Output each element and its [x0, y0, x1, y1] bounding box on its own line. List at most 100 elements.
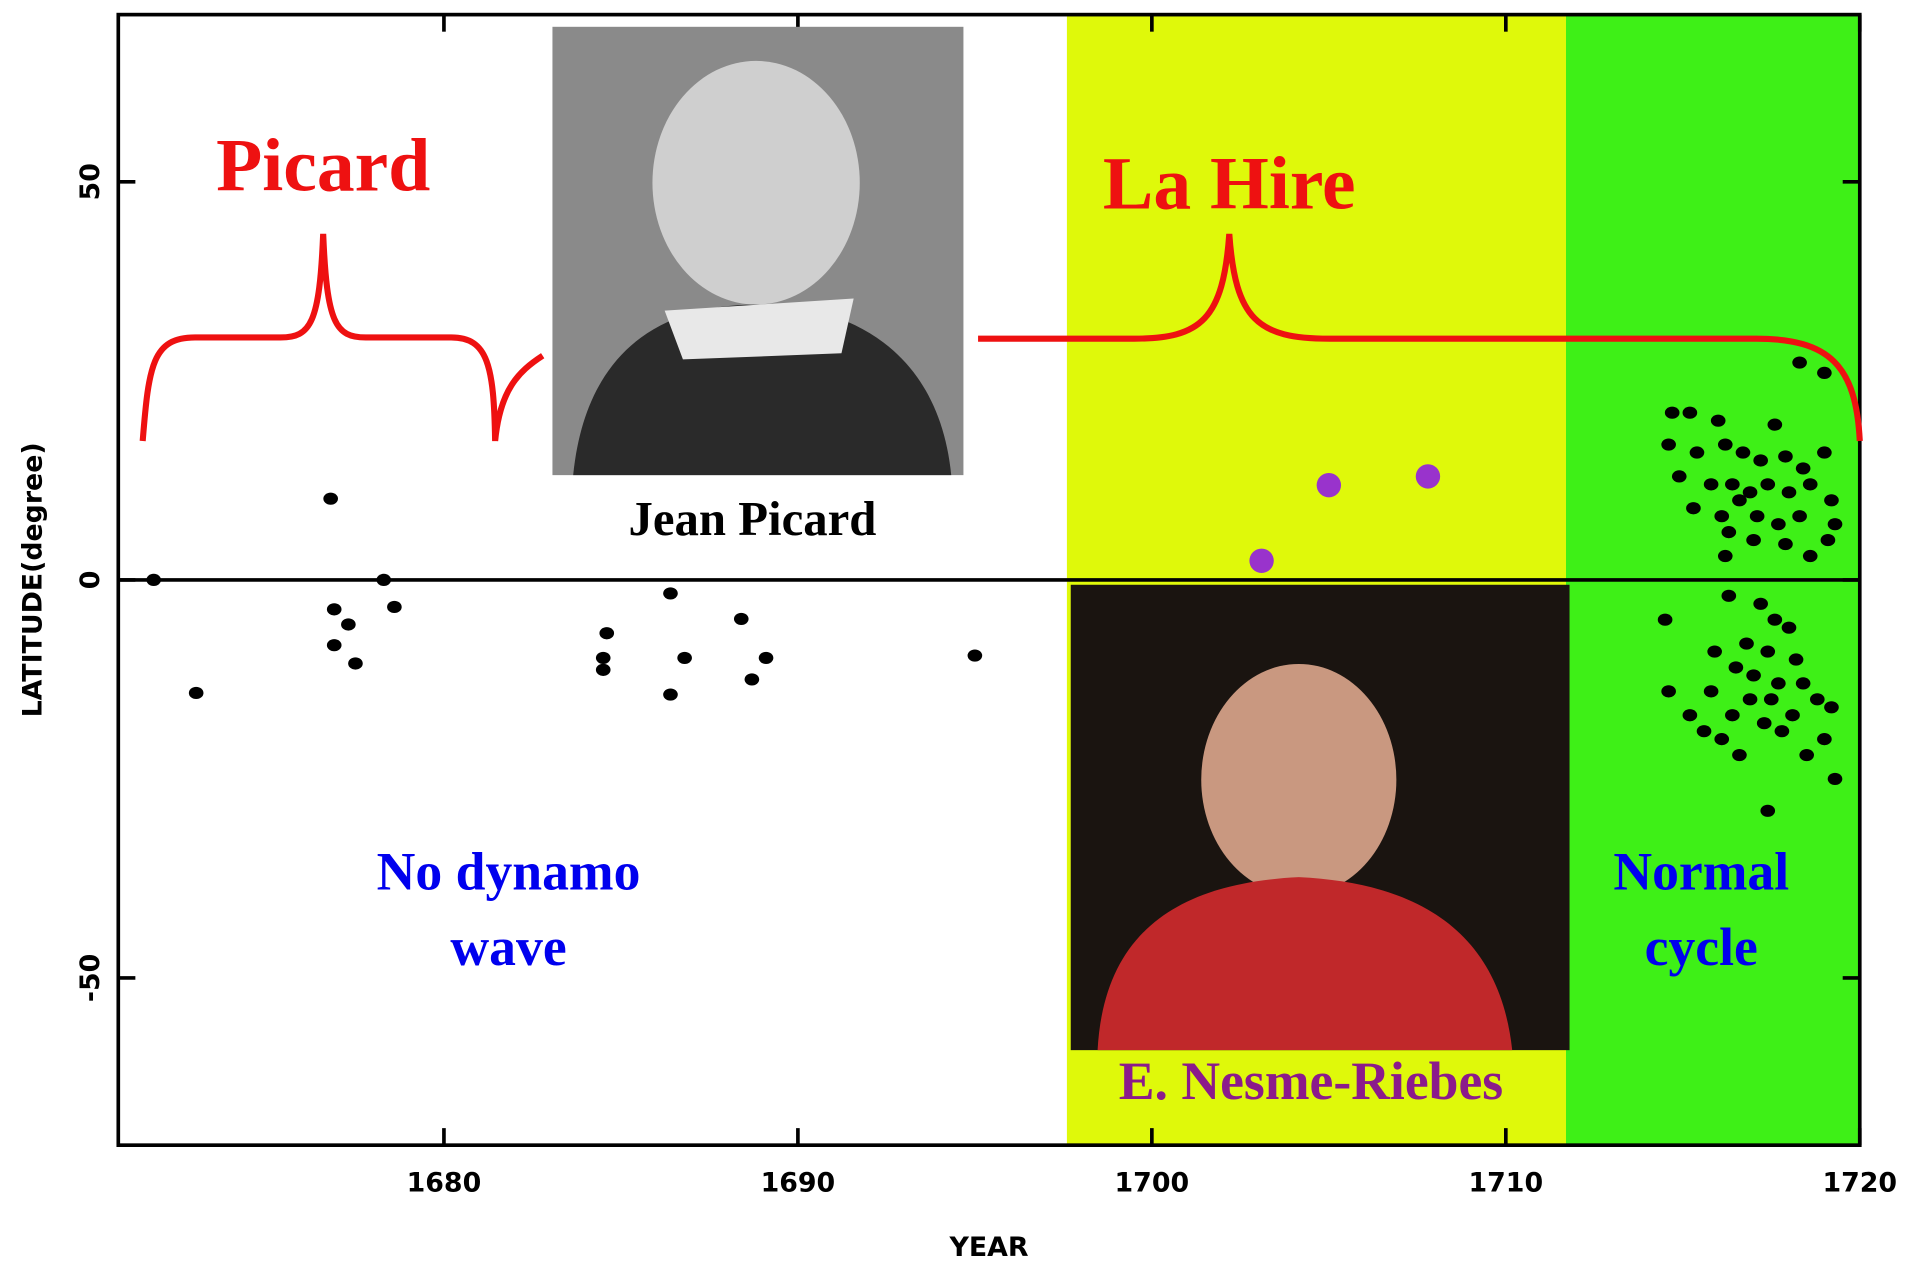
- point: [1416, 464, 1440, 488]
- point: [599, 627, 614, 639]
- point: [1704, 685, 1719, 697]
- point: [1317, 473, 1341, 497]
- point: [1661, 685, 1676, 697]
- point: [1732, 494, 1747, 506]
- point: [146, 574, 161, 586]
- point: [1729, 661, 1744, 673]
- point: [327, 639, 342, 651]
- annotation: La Hire: [1103, 143, 1356, 226]
- point: [1672, 470, 1687, 482]
- annotation: E. Nesme-Riebes: [1119, 1051, 1503, 1111]
- point: [968, 649, 983, 661]
- point: [677, 652, 692, 664]
- point: [1746, 669, 1761, 681]
- point: [663, 688, 678, 700]
- point: [1771, 518, 1786, 530]
- point: [1732, 749, 1747, 761]
- point: [759, 652, 774, 664]
- point: [1249, 549, 1273, 573]
- point: [1778, 450, 1793, 462]
- point: [1739, 637, 1754, 649]
- point: [1721, 590, 1736, 602]
- point: [1683, 709, 1698, 721]
- point: [1665, 407, 1680, 419]
- point: [1760, 805, 1775, 817]
- point: [327, 603, 342, 615]
- y-axis-label: LATITUDE(degree): [18, 442, 49, 717]
- point: [1775, 725, 1790, 737]
- point: [1714, 510, 1729, 522]
- annotation: Normal: [1613, 841, 1789, 901]
- point: [1661, 438, 1676, 450]
- picard-portrait: [552, 27, 963, 475]
- y-tick-label: 50: [75, 163, 106, 200]
- page: 16801690170017101720-50050YEARLATITUDE(d…: [0, 0, 1911, 1267]
- point: [1796, 677, 1811, 689]
- point: [1824, 701, 1839, 713]
- point: [1803, 478, 1818, 490]
- point: [1725, 478, 1740, 490]
- photo-face: [1201, 664, 1396, 895]
- annotation: Jean Picard: [628, 492, 876, 546]
- point: [1721, 526, 1736, 538]
- annotation: cycle: [1645, 917, 1758, 977]
- point: [1704, 478, 1719, 490]
- point: [596, 664, 611, 676]
- point: [1757, 717, 1772, 729]
- point: [376, 574, 391, 586]
- point: [1718, 438, 1733, 450]
- point: [1821, 534, 1836, 546]
- picard-brace: [143, 234, 543, 441]
- point: [745, 673, 760, 685]
- point: [1817, 367, 1832, 379]
- point: [341, 618, 356, 630]
- point: [1799, 749, 1814, 761]
- point: [1782, 486, 1797, 498]
- point: [1711, 415, 1726, 427]
- point: [1810, 693, 1825, 705]
- point: [1725, 709, 1740, 721]
- point: [1817, 446, 1832, 458]
- point: [1658, 614, 1673, 626]
- point: [663, 587, 678, 599]
- point: [1714, 733, 1729, 745]
- point: [734, 613, 749, 625]
- point: [1792, 510, 1807, 522]
- point: [1785, 709, 1800, 721]
- point: [1796, 462, 1811, 474]
- x-tick-label: 1720: [1822, 1168, 1897, 1199]
- point: [1750, 510, 1765, 522]
- photo-face: [652, 61, 859, 305]
- annotation: No dynamo: [377, 841, 641, 901]
- point: [189, 687, 204, 699]
- point: [1828, 773, 1843, 785]
- annotation: wave: [450, 917, 566, 977]
- point: [1824, 494, 1839, 506]
- point: [1789, 653, 1804, 665]
- point: [1828, 518, 1843, 530]
- point: [1753, 598, 1768, 610]
- nesme-photo: [1071, 585, 1570, 1050]
- point: [1753, 454, 1768, 466]
- point: [1778, 538, 1793, 550]
- point: [1697, 725, 1712, 737]
- point: [1690, 446, 1705, 458]
- point: [1683, 407, 1698, 419]
- point: [1771, 677, 1786, 689]
- point: [1817, 733, 1832, 745]
- chart: 16801690170017101720-50050YEARLATITUDE(d…: [0, 0, 1911, 1267]
- point: [1760, 478, 1775, 490]
- point: [1782, 622, 1797, 634]
- point: [1718, 550, 1733, 562]
- point: [1707, 645, 1722, 657]
- point: [387, 601, 402, 613]
- point: [348, 657, 363, 669]
- annotation: Picard: [216, 124, 430, 207]
- x-tick-label: 1710: [1469, 1168, 1544, 1199]
- x-tick-label: 1690: [761, 1168, 836, 1199]
- point: [1768, 419, 1783, 431]
- point: [1686, 502, 1701, 514]
- x-tick-label: 1700: [1115, 1168, 1190, 1199]
- point: [1743, 693, 1758, 705]
- x-tick-label: 1680: [407, 1168, 482, 1199]
